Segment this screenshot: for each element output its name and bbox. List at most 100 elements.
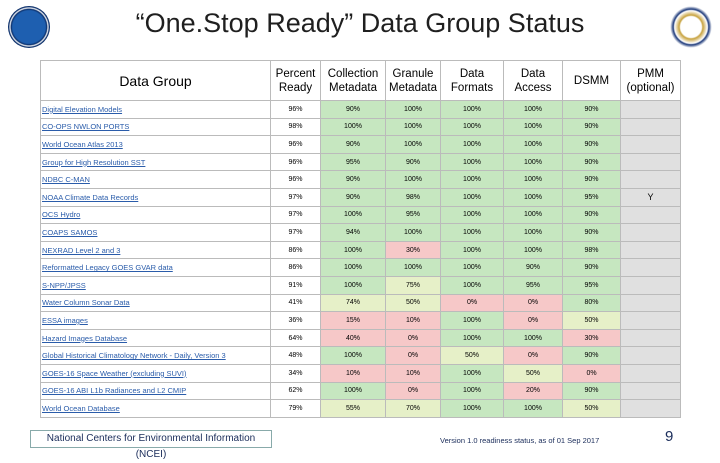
cell: 90%: [562, 100, 621, 119]
column-header: Granule Metadata: [385, 60, 441, 101]
cell: 95%: [320, 152, 386, 172]
pmm-cell: [620, 135, 681, 154]
table-row: World Ocean Database 79% 55% 70% 100% 100% 50%: [40, 399, 681, 418]
cell: 100%: [503, 135, 563, 154]
status-table: Data Group Percent Ready Collection Metada…: [40, 60, 681, 418]
table-row: OCS Hydro 97% 100% 95% 100% 100% 90%: [40, 205, 681, 225]
cell: 100%: [440, 170, 504, 189]
cell: 100%: [440, 328, 504, 348]
table-row: NOAA Climate Data Records 97% 90% 98% 100% 10…: [40, 187, 681, 207]
cell: 50%: [562, 399, 621, 418]
cell: 100%: [503, 399, 563, 418]
cell: 20%: [503, 381, 563, 401]
table-row: Global Historical Climatology Network - …: [40, 346, 681, 365]
table-row: S-NPP/JPSS 91% 100% 75% 100% 95% 95%: [40, 275, 681, 295]
cell: 100%: [385, 223, 441, 242]
data-group: COAPS SAMOS: [40, 223, 271, 242]
title: “One.Stop Ready” Data Group Status: [135, 8, 585, 38]
pmm-cell: [620, 205, 681, 225]
cell: 90%: [562, 117, 621, 137]
cell: 100%: [385, 170, 441, 189]
cell: 98%: [270, 117, 321, 137]
table-row: NEXRAD Level 2 and 3 86% 100% 30% 100% 100% 98…: [40, 240, 681, 260]
cell: 50%: [385, 293, 441, 313]
cell: 100%: [385, 100, 441, 119]
cell: 95%: [562, 187, 621, 207]
data-group: S-NPP/JPSS: [40, 275, 271, 295]
cell: 0%: [503, 311, 563, 330]
cell: 0%: [440, 293, 504, 313]
cell: 100%: [440, 135, 504, 154]
cell: 90%: [562, 152, 621, 172]
table-row: Reformatted Legacy GOES GVAR data 86% 100%…: [40, 258, 681, 277]
data-group: World Ocean Database: [40, 399, 271, 418]
cell: 100%: [385, 258, 441, 277]
cell: 0%: [562, 363, 621, 383]
data-group: NOAA Climate Data Records: [40, 187, 271, 207]
pmm-cell: [620, 258, 681, 277]
column-header: Data Access: [503, 60, 563, 101]
cell: 50%: [562, 311, 621, 330]
footer-org: National Centers for Environmental Infor…: [30, 430, 272, 460]
data-group: NEXRAD Level 2 and 3: [40, 240, 271, 260]
cell: 79%: [270, 399, 321, 418]
cell: 90%: [320, 187, 386, 207]
cell: 100%: [320, 381, 386, 401]
cell: 100%: [503, 117, 563, 137]
cell: 64%: [270, 328, 321, 348]
cell: 90%: [562, 205, 621, 225]
cell: 95%: [562, 275, 621, 295]
data-group: Group for High Resolution SST: [40, 152, 271, 172]
cell: 50%: [440, 346, 504, 365]
cell: 97%: [270, 187, 321, 207]
cell: 100%: [440, 275, 504, 295]
cell: 100%: [440, 100, 504, 119]
pmm-cell: [620, 328, 681, 348]
cell: 90%: [320, 100, 386, 119]
cell: 95%: [503, 275, 563, 295]
cell: 100%: [503, 223, 563, 242]
cell: 90%: [320, 135, 386, 154]
column-header: DSMM: [562, 60, 621, 101]
pmm-cell: [620, 240, 681, 260]
cell: 100%: [385, 117, 441, 137]
cell: 86%: [270, 258, 321, 277]
cell: 90%: [562, 346, 621, 365]
cell: 90%: [562, 135, 621, 154]
cell: 100%: [440, 205, 504, 225]
cell: 55%: [320, 399, 386, 418]
data-group: Hazard Images Database: [40, 328, 271, 348]
cell: 30%: [385, 240, 441, 260]
cell: 90%: [562, 170, 621, 189]
cell: 0%: [385, 381, 441, 401]
cell: 100%: [440, 187, 504, 207]
data-group: Reformatted Legacy GOES GVAR data: [40, 258, 271, 277]
cell: 100%: [320, 117, 386, 137]
cell: 96%: [270, 152, 321, 172]
cell: 100%: [503, 152, 563, 172]
table-row: COAPS SAMOS 97% 94% 100% 100% 100% 90%: [40, 223, 681, 242]
cell: 100%: [440, 223, 504, 242]
cell: 0%: [385, 346, 441, 365]
header-row: Data Group Percent Ready Collection Metada…: [40, 60, 681, 101]
footer-version: Version 1.0 readiness status, as of 01 S…: [440, 436, 600, 445]
cell: 41%: [270, 293, 321, 313]
table-row: NDBC C-MAN 96% 90% 100% 100% 100% 90%: [40, 170, 681, 189]
table-row: Water Column Sonar Data 41% 74% 50% 0% 0% 80%: [40, 293, 681, 313]
cell: 10%: [385, 363, 441, 383]
cell: 100%: [440, 117, 504, 137]
page-number: 9: [665, 428, 674, 445]
data-group: OCS Hydro: [40, 205, 271, 225]
cell: 100%: [503, 240, 563, 260]
pmm-cell: [620, 152, 681, 172]
cell: 96%: [270, 170, 321, 189]
pmm-cell: [620, 381, 681, 401]
column-header: PMM (optional): [620, 60, 681, 101]
cell: 80%: [562, 293, 621, 313]
pmm-cell: [620, 293, 681, 313]
pmm-cell: [620, 275, 681, 295]
cell: 96%: [270, 135, 321, 154]
pmm-cell: [620, 170, 681, 189]
cell: 100%: [385, 135, 441, 154]
cell: 100%: [320, 346, 386, 365]
